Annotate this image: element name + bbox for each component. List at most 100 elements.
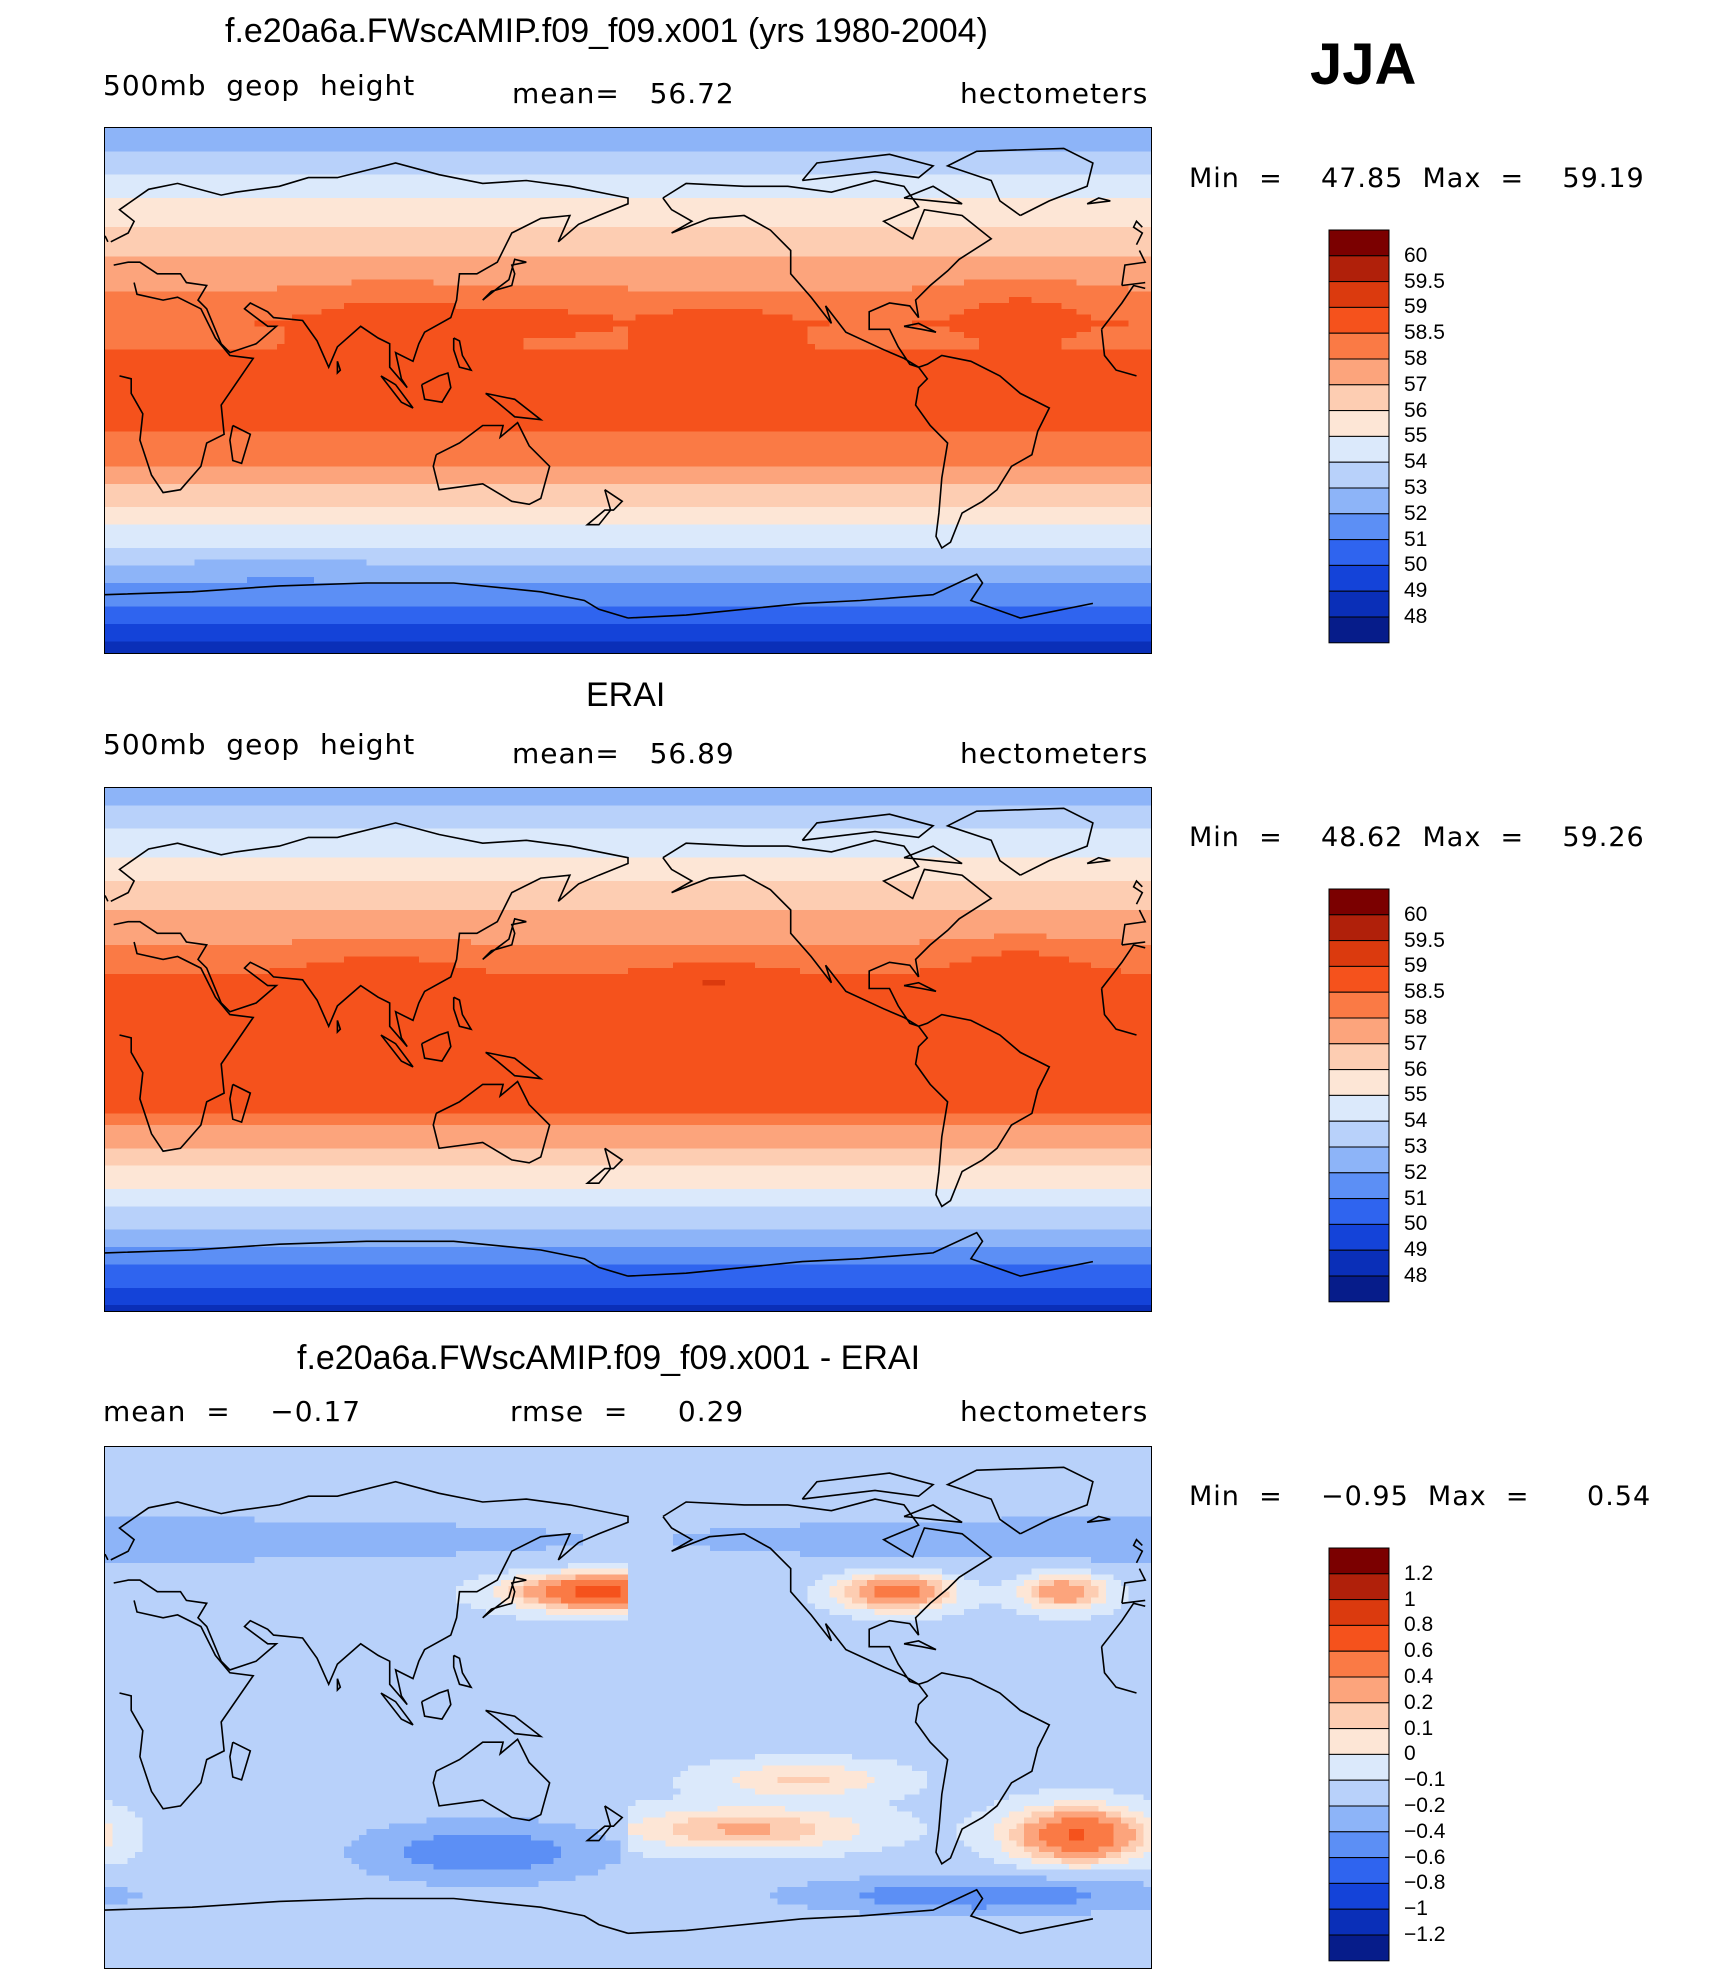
field-cell <box>388 297 397 304</box>
field-cell <box>538 145 547 152</box>
field-cell <box>769 163 779 170</box>
field-cell <box>179 180 188 187</box>
field-cell <box>261 227 270 234</box>
field-cell <box>590 151 599 158</box>
field-cell <box>583 215 592 222</box>
field-cell <box>680 256 689 263</box>
field-cell <box>605 308 614 316</box>
field-cell <box>433 174 442 182</box>
field-cell <box>657 128 666 135</box>
field-cell <box>979 308 988 316</box>
field-cell <box>1068 168 1077 176</box>
field-cell <box>209 145 218 152</box>
field-cell <box>1038 268 1047 275</box>
field-cell <box>187 256 196 263</box>
field-cell <box>441 145 450 152</box>
field-cell <box>919 128 928 135</box>
field-cell <box>478 157 487 164</box>
field-cell <box>306 262 315 269</box>
field-cell <box>1068 151 1077 158</box>
field-cell <box>1128 262 1137 269</box>
field-cell <box>448 273 457 281</box>
field-cell <box>142 145 151 152</box>
field-cell <box>276 244 285 252</box>
field-cell <box>1016 163 1025 170</box>
field-cell <box>964 180 973 187</box>
field-cell <box>254 250 263 257</box>
field-cell <box>1061 209 1070 217</box>
field-cell <box>956 227 965 234</box>
field-cell <box>508 203 517 211</box>
field-cell <box>493 198 502 205</box>
field-cell <box>702 174 711 182</box>
field-cell <box>964 285 973 292</box>
field-cell <box>291 244 300 252</box>
field-cell <box>366 227 375 234</box>
field-cell <box>396 308 405 316</box>
field-cell <box>613 203 622 211</box>
field-cell <box>583 238 592 246</box>
field-cell <box>941 198 950 205</box>
field-cell <box>613 151 622 158</box>
field-cell <box>560 273 569 281</box>
field-cell <box>284 227 293 234</box>
field-cell <box>583 174 592 182</box>
field-cell <box>807 273 816 281</box>
field-cell <box>329 215 338 222</box>
field-cell <box>523 268 532 275</box>
field-cell <box>799 215 808 222</box>
field-cell <box>837 209 846 217</box>
field-cell <box>1076 273 1085 281</box>
field-cell <box>695 209 704 217</box>
field-cell <box>598 128 607 135</box>
field-cell <box>1061 262 1070 269</box>
field-cell <box>620 151 629 158</box>
field-cell <box>829 291 838 298</box>
field-cell <box>926 303 935 310</box>
field-cell <box>926 215 935 222</box>
field-cell <box>852 273 861 281</box>
field-cell <box>1001 133 1010 141</box>
field-cell <box>1068 314 1077 322</box>
field-cell <box>224 279 233 287</box>
field-cell <box>762 151 771 158</box>
field-cell <box>119 233 129 240</box>
field-cell <box>740 320 749 327</box>
field-cell <box>732 163 741 170</box>
field-cell <box>515 238 524 246</box>
field-cell <box>777 291 786 298</box>
field-cell <box>269 256 278 263</box>
field-cell <box>373 273 383 281</box>
field-cell <box>956 303 965 310</box>
field-cell <box>306 326 315 333</box>
field-cell <box>882 262 891 269</box>
field-cell <box>239 314 248 322</box>
field-cell <box>822 128 831 135</box>
field-cell <box>105 203 114 211</box>
field-cell <box>306 203 315 211</box>
field-cell <box>1061 238 1070 246</box>
field-cell <box>814 250 823 257</box>
field-cell <box>650 238 659 246</box>
field-cell <box>949 198 958 205</box>
field-cell <box>351 279 360 287</box>
field-cell <box>620 139 629 147</box>
field-cell <box>246 145 256 152</box>
field-cell <box>994 227 1003 234</box>
field-cell <box>829 326 838 333</box>
field-cell <box>493 215 502 222</box>
field-cell <box>314 145 323 152</box>
field-cell <box>456 291 465 298</box>
field-cell <box>702 139 711 147</box>
field-cell <box>859 262 868 269</box>
field-cell <box>867 238 876 246</box>
field-cell <box>605 256 614 263</box>
field-cell <box>314 198 323 205</box>
field-cell <box>291 180 300 187</box>
field-cell <box>149 320 158 327</box>
field-cell <box>844 297 853 304</box>
field-cell <box>553 273 562 281</box>
field-cell <box>329 314 338 322</box>
field-cell <box>1113 180 1122 187</box>
field-cell <box>269 238 278 246</box>
